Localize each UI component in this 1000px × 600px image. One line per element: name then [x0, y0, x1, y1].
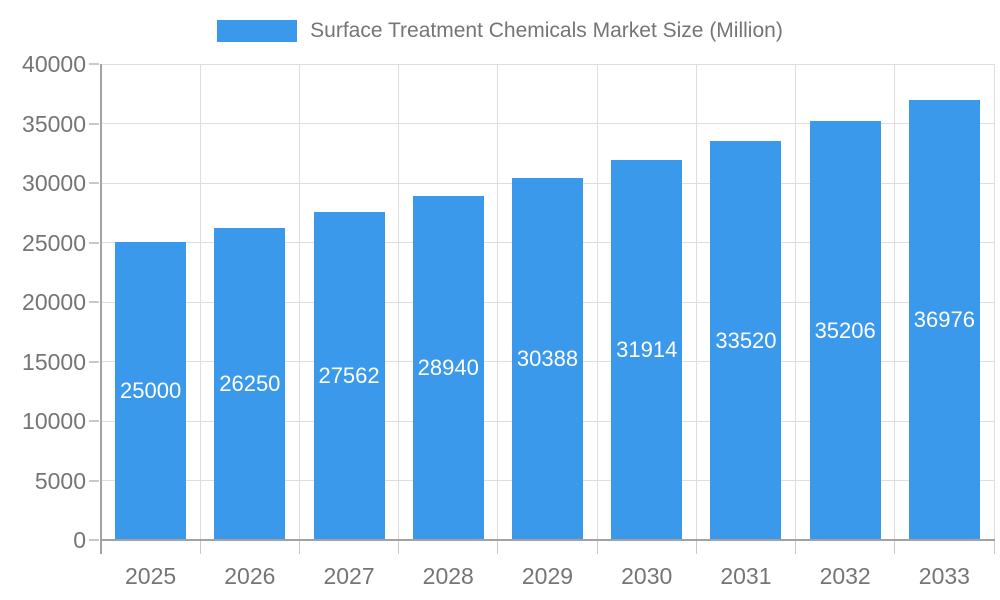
y-tick: [89, 539, 99, 541]
x-axis-label: 2029: [521, 563, 574, 589]
bar[interactable]: 36976: [908, 100, 980, 540]
gridline-horizontal: [101, 123, 994, 124]
bar-value-label: 35206: [814, 317, 876, 343]
bar-value-label: 28940: [417, 355, 479, 380]
x-axis-label: 2028: [422, 563, 474, 589]
y-axis-line: [100, 64, 102, 554]
gridline-vertical: [795, 64, 797, 540]
bar[interactable]: 25000: [115, 242, 187, 540]
x-tick: [298, 540, 300, 554]
y-axis-label: 0: [73, 527, 86, 553]
x-axis-label: 2030: [621, 563, 673, 589]
bar-value-label: 30388: [516, 346, 579, 371]
y-axis-label: 5000: [34, 467, 86, 494]
y-axis-label: 25000: [22, 229, 86, 256]
y-tick: [89, 182, 99, 184]
y-tick: [89, 63, 99, 65]
gridline-vertical: [298, 64, 300, 540]
y-tick: [89, 360, 99, 363]
bar[interactable]: 26250: [214, 228, 286, 540]
bar[interactable]: 27562: [313, 212, 385, 540]
bar-value-label: 26250: [219, 371, 281, 396]
legend-swatch: [217, 20, 298, 42]
bar[interactable]: 35206: [809, 121, 881, 540]
bar[interactable]: 33520: [710, 141, 782, 540]
x-tick: [795, 540, 797, 554]
y-axis-label: 35000: [22, 110, 86, 137]
x-axis-label: 2027: [323, 563, 375, 589]
gridline-vertical: [993, 64, 995, 540]
y-tick: [89, 420, 99, 422]
gridline-vertical: [695, 64, 697, 540]
bar-value-label: 31914: [616, 337, 678, 362]
gridline-vertical: [199, 64, 201, 540]
bar-value-label: 27562: [318, 363, 380, 388]
y-tick: [89, 241, 99, 244]
x-axis-label: 2032: [819, 563, 871, 589]
x-axis-line: [100, 539, 995, 541]
gridline-vertical: [894, 64, 896, 540]
y-tick: [89, 122, 99, 125]
legend-label: Surface Treatment Chemicals Market Size …: [310, 19, 783, 42]
y-axis-label: 30000: [22, 170, 86, 196]
y-axis-label: 10000: [22, 408, 86, 434]
bar[interactable]: 31914: [611, 160, 683, 540]
bar-value-label: 33520: [715, 327, 777, 353]
bar-value-label: 25000: [120, 378, 182, 403]
gridline-vertical: [596, 64, 598, 540]
gridline-vertical: [398, 64, 400, 540]
x-tick: [993, 540, 995, 554]
x-tick: [695, 540, 697, 554]
y-axis-label: 15000: [22, 348, 86, 375]
y-axis-label: 40000: [22, 51, 86, 77]
x-tick: [497, 540, 499, 554]
y-tick: [89, 479, 99, 482]
x-tick: [199, 540, 201, 554]
x-axis-label: 2025: [125, 563, 177, 589]
gridline-vertical: [497, 64, 499, 540]
legend-item[interactable]: Surface Treatment Chemicals Market Size …: [0, 18, 1000, 44]
x-axis-label: 2031: [720, 563, 772, 589]
y-axis-label: 20000: [22, 289, 86, 315]
y-tick: [89, 301, 99, 303]
x-tick: [894, 540, 896, 554]
bar[interactable]: 30388: [512, 178, 583, 540]
gridline-horizontal: [101, 63, 994, 65]
x-tick: [596, 540, 598, 554]
bar[interactable]: 28940: [412, 196, 484, 540]
x-axis-label: 2033: [918, 563, 970, 589]
bar-value-label: 36976: [913, 307, 975, 332]
x-tick: [398, 540, 400, 554]
x-axis-label: 2026: [224, 563, 276, 589]
